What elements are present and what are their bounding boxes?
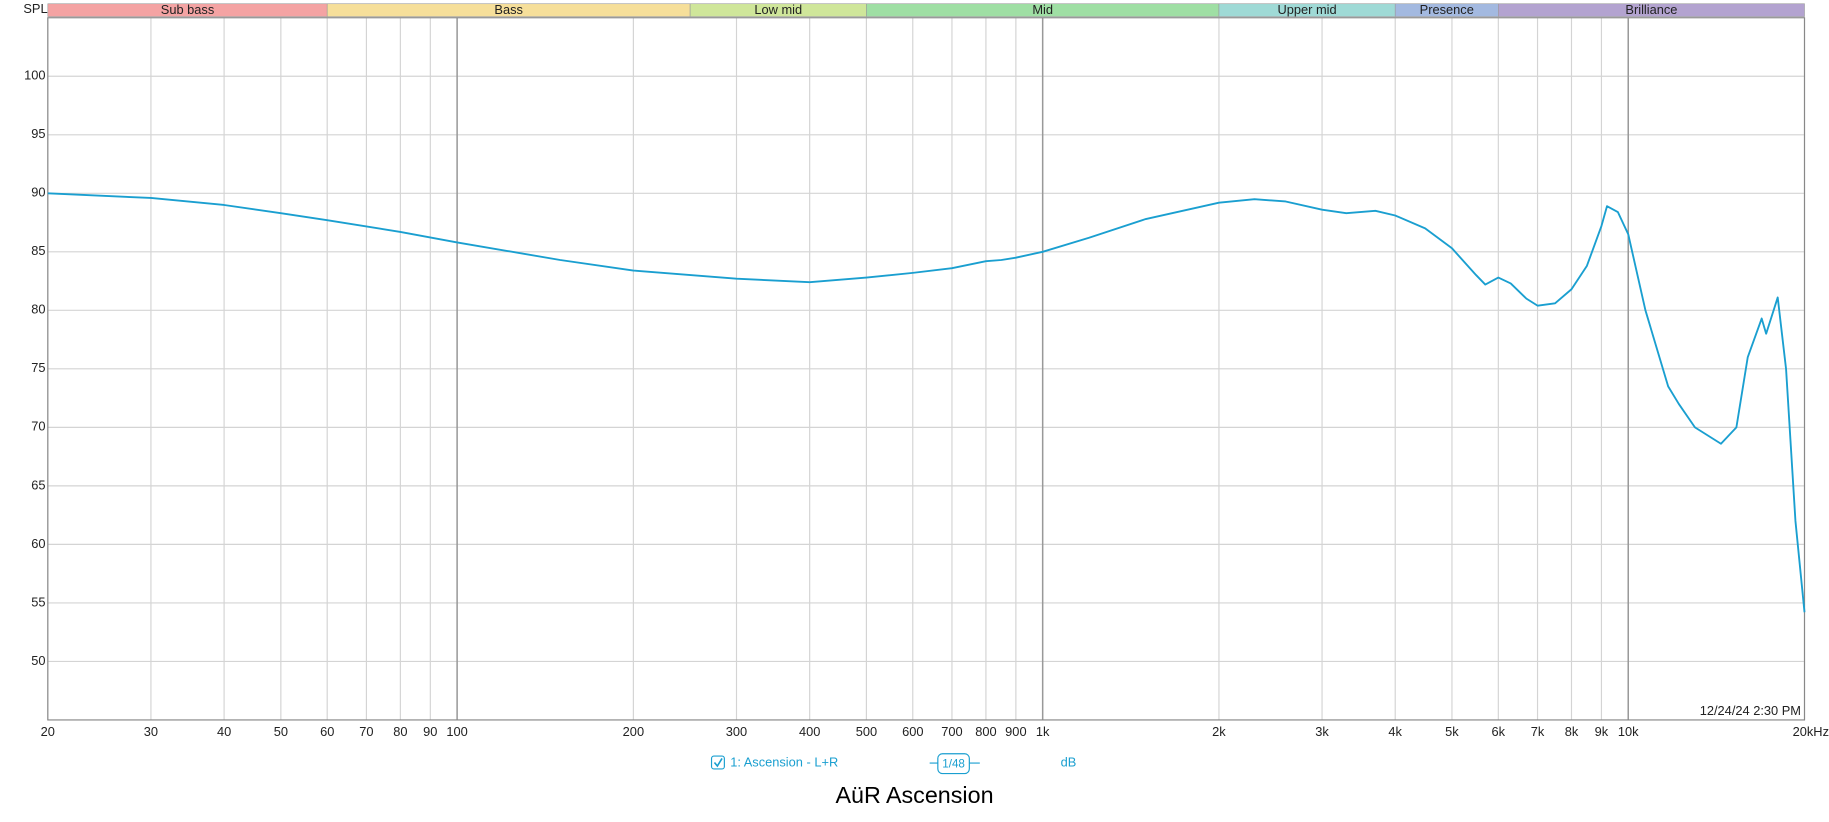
x-tick-label: 500 [856, 724, 877, 739]
x-tick-label: 60 [320, 724, 334, 739]
band-label: Sub bass [161, 2, 215, 17]
band-label: Presence [1420, 2, 1474, 17]
x-tick-label: 3k [1315, 724, 1329, 739]
x-tick-label: 1k [1036, 724, 1050, 739]
chart-title: AüR Ascension [835, 782, 993, 808]
x-tick-label: 30 [144, 724, 158, 739]
x-tick-label: 8k [1565, 724, 1579, 739]
band-label: Upper mid [1277, 2, 1336, 17]
y-tick-label: 90 [31, 185, 45, 200]
x-tick-label: 10k [1618, 724, 1639, 739]
y-axis-label: SPL [23, 1, 47, 16]
x-tick-label: 7k [1531, 724, 1545, 739]
x-tick-label: 600 [902, 724, 923, 739]
units-label[interactable]: dB [1061, 754, 1077, 769]
band-label: Low mid [754, 2, 802, 17]
timestamp: 12/24/24 2:30 PM [1700, 703, 1801, 718]
band-label: Brilliance [1625, 2, 1677, 17]
band-label: Mid [1032, 2, 1053, 17]
legend-check [713, 758, 723, 768]
x-tick-label: 50 [274, 724, 288, 739]
y-tick-label: 60 [31, 536, 45, 551]
x-tick-label: 6k [1492, 724, 1506, 739]
x-tick-label: 80 [393, 724, 407, 739]
x-tick-label: 400 [799, 724, 820, 739]
x-tick-label: 5k [1445, 724, 1459, 739]
x-tick-label: 800 [975, 724, 996, 739]
x-tick-label: 20 [41, 724, 55, 739]
x-tick-label: 40 [217, 724, 231, 739]
y-tick-label: 75 [31, 360, 45, 375]
x-tick-label: 700 [941, 724, 962, 739]
smoothing-label[interactable]: 1/48 [942, 757, 965, 770]
plot-frame [47, 17, 1806, 721]
x-tick-label: 100 [446, 724, 467, 739]
x-tick-label: 20kHz [1793, 724, 1829, 739]
legend-entry[interactable]: 1: Ascension - L+R [730, 754, 838, 769]
y-tick-label: 100 [24, 68, 45, 83]
band-label: Bass [494, 2, 523, 17]
x-tick-label: 70 [359, 724, 373, 739]
x-tick-label: 2k [1212, 724, 1226, 739]
x-tick-label: 200 [623, 724, 644, 739]
y-tick-label: 65 [31, 477, 45, 492]
y-tick-label: 70 [31, 419, 45, 434]
y-tick-label: 85 [31, 243, 45, 258]
x-tick-label: 900 [1005, 724, 1026, 739]
y-tick-label: 55 [31, 594, 45, 609]
x-tick-label: 300 [726, 724, 747, 739]
smoothing-box[interactable] [937, 753, 970, 775]
x-tick-label: 4k [1388, 724, 1402, 739]
x-tick-label: 90 [423, 724, 437, 739]
y-tick-label: 95 [31, 126, 45, 141]
y-tick-label: 50 [31, 653, 45, 668]
series-line [47, 192, 1806, 613]
band [1498, 3, 1805, 17]
x-tick-label: 9k [1595, 724, 1609, 739]
y-tick-label: 80 [31, 302, 45, 317]
legend-checkbox[interactable] [710, 755, 725, 770]
legend[interactable]: 1: Ascension - L+R [710, 754, 839, 770]
